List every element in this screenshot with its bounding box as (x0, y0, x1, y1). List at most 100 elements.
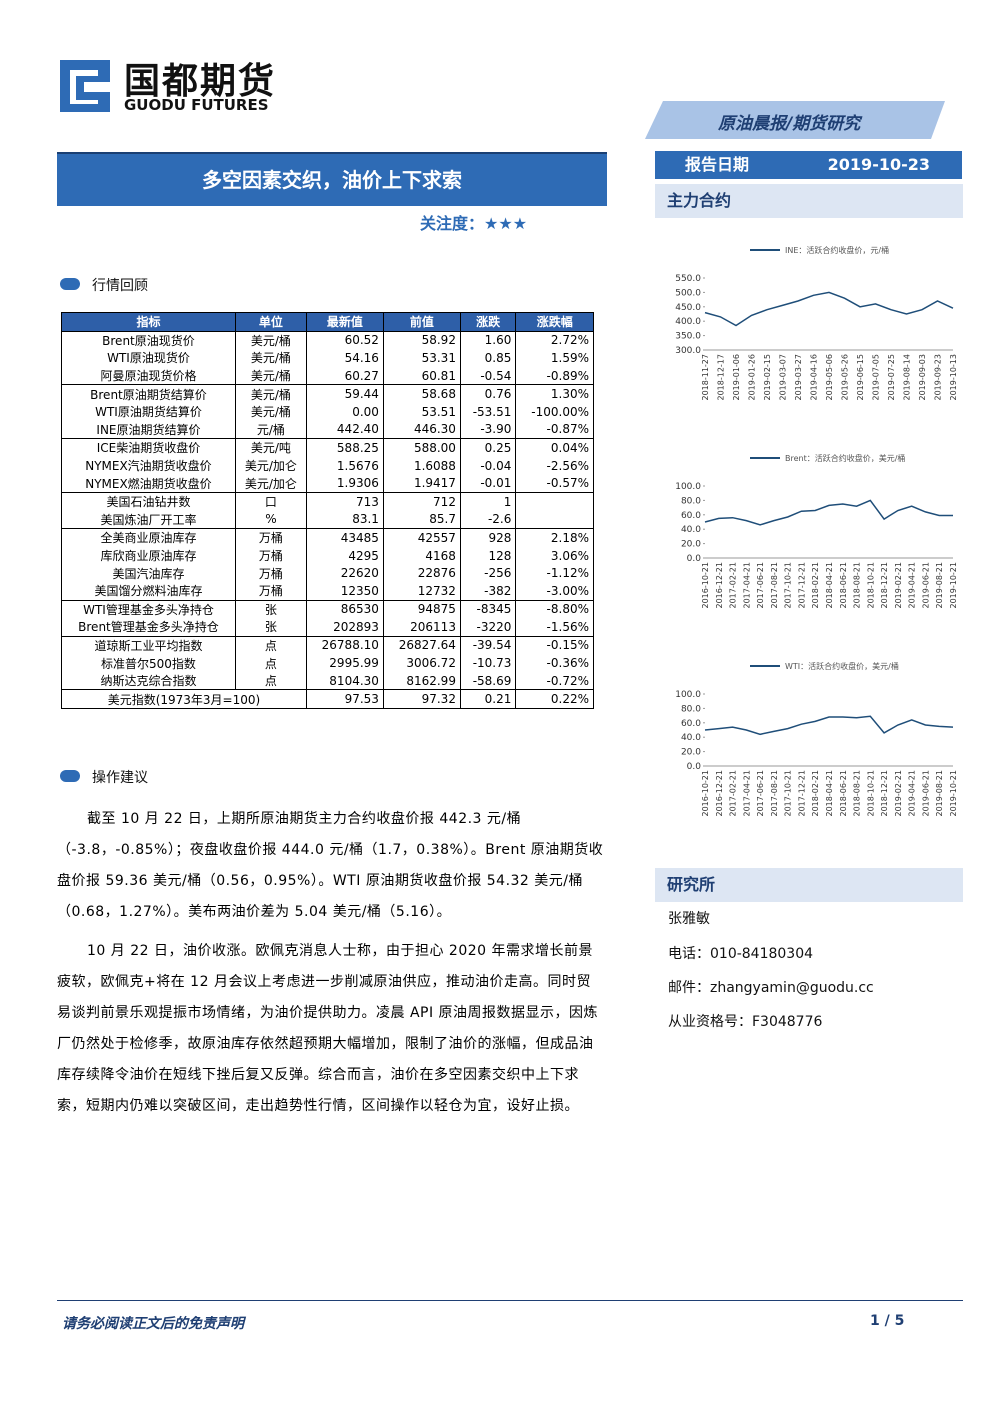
y-tick-label: 80.0 (681, 704, 701, 714)
table-cell: Brent管理基金多头净持仓 (61, 618, 236, 637)
tag: 原油晨报/期货研究 (718, 114, 861, 134)
title: 多空因素交织，油价上下求索 (57, 152, 607, 206)
table-cell: -39.54 (459, 635, 517, 655)
x-tick-label: 2019-02-21 (894, 562, 903, 609)
table-cell: 2.18% (515, 528, 594, 547)
attention: 关注度：★★★ (420, 214, 528, 233)
x-tick-label: 2019-06-21 (921, 562, 930, 609)
section-icon (60, 770, 80, 782)
table-row: 美国石油钻井数口 713 712 1 (61, 491, 594, 511)
table-cell: 1.9306 (305, 474, 384, 493)
x-tick-label: 2019-08-21 (935, 770, 944, 817)
table-cell: 60.27 (305, 366, 384, 385)
table-cell: 97.53 (305, 689, 384, 710)
table-cell: 26788.10 (305, 635, 384, 655)
y-tick-label: 550.0 (675, 274, 701, 284)
table-cell: 1.59% (515, 349, 594, 367)
x-tick-label: 2018-04-21 (825, 770, 834, 817)
analyst: 张雅敏 (668, 911, 710, 927)
table-cell: 库欣商业原油库存 (61, 546, 236, 565)
table-cell: -3.00% (515, 581, 594, 600)
y-tick-label: 400.0 (675, 317, 701, 327)
table-cell: 1.60 (459, 330, 517, 350)
table-cell: 12350 (305, 581, 384, 600)
table-cell: 美元/桶 (234, 349, 307, 367)
table-cell: WTI管理基金多头净持仓 (61, 599, 236, 619)
table-cell (515, 491, 594, 511)
table-cell: 万桶 (234, 546, 307, 565)
table-cell: 43485 (305, 528, 384, 547)
x-tick-label: 2018-06-21 (839, 562, 848, 609)
footer-rule (57, 1300, 963, 1301)
table-cell: 0.21 (459, 689, 517, 710)
x-tick-label: 2016-12-21 (715, 562, 724, 609)
table-row: Brent原油期货结算价 美元/桶 59.44 58.68 0.76 1.30% (61, 384, 594, 403)
column-header: 最新值 (305, 312, 384, 332)
table-cell: 美国馏分燃料油库存 (61, 581, 236, 600)
license: 从业资格号：F3048776 (668, 1014, 823, 1030)
tag-bg (645, 101, 945, 139)
x-tick-label: 2017-10-21 (784, 770, 793, 817)
disclaimer: 请务必阅读正文后的免责声明 (62, 1316, 244, 1332)
x-tick-label: 2017-06-21 (756, 562, 765, 609)
y-tick-label: 20.0 (681, 748, 701, 758)
x-tick-label: 2018-12-17 (717, 354, 726, 401)
section-icon (60, 278, 80, 290)
table-cell: 202893 (305, 618, 384, 637)
x-tick-label: 2018-08-21 (853, 562, 862, 609)
table-cell: 4295 (305, 546, 384, 565)
table-cell: NYMEX燃油期货收盘价 (61, 474, 236, 493)
table-cell: 口 (234, 491, 307, 511)
x-tick-label: 2019-07-05 (872, 354, 881, 401)
y-tick-label: 0.0 (687, 762, 702, 772)
table-cell: 0.85 (459, 349, 517, 367)
y-tick-label: 0.0 (687, 554, 702, 564)
table-row: 全美商业原油库存 万桶 43485 42557 928 2.18% (61, 528, 594, 547)
x-tick-label: 2019-10-21 (949, 562, 958, 609)
table-cell: 美国炼油厂开工率 (61, 510, 236, 529)
x-tick-label: 2019-07-25 (887, 354, 896, 401)
x-tick-label: 2016-10-21 (701, 562, 710, 609)
data-line (704, 291, 954, 327)
legend-label: Brent：活跃合约收盘价，美元/桶 (785, 453, 905, 463)
x-tick-label: 2018-04-21 (825, 562, 834, 609)
table-cell: -2.56% (515, 456, 594, 475)
x-tick-label: 2019-09-23 (934, 354, 943, 401)
table-cell: 86530 (305, 599, 384, 619)
table-cell: 97.32 (382, 689, 461, 710)
x-tick-label: 2018-02-21 (811, 562, 820, 609)
logo-mark (60, 60, 110, 112)
x-tick-label: 2017-02-21 (729, 562, 738, 609)
page-number: 1 / 5 (870, 1313, 905, 1329)
table-cell: 美国石油钻井数 (61, 491, 236, 511)
table-cell: 0.22% (515, 689, 594, 710)
section-title: 操作建议 (92, 770, 148, 786)
table-cell: 58.68 (382, 384, 461, 403)
table-row: 美国炼油厂开工率% 83.1 85.7 -2.6 (61, 510, 594, 529)
table-cell: 54.16 (305, 349, 384, 367)
x-tick-label: 2019-05-06 (825, 354, 834, 401)
table-row: INE原油期货结算价 元/桶 442.40 446.30 -3.90 -0.87% (61, 420, 594, 439)
x-tick-label: 2018-11-27 (701, 354, 710, 401)
chart: Brent：活跃合约收盘价，美元/桶 0.0 20.0 40.0 60.0 80.0 100… (675, 453, 958, 609)
table-cell: -0.72% (515, 671, 594, 690)
table-cell: 美元/桶 (234, 330, 307, 350)
table-cell: 元/桶 (234, 420, 307, 439)
table-cell: 83.1 (305, 510, 384, 529)
table-row: WTI原油现货价 美元/桶 54.16 53.31 0.85 1.59% (61, 349, 594, 367)
table-row: WTI管理基金多头净持仓张 86530 94875 -8345 -8.80% (61, 599, 594, 619)
x-tick-label: 2019-01-06 (732, 354, 741, 401)
logo-cn: 国都期货 (124, 61, 277, 102)
report-date-value: 2019-10-23 (827, 155, 930, 174)
x-tick-label: 2018-08-21 (853, 770, 862, 817)
table-cell: 美元指数(1973年3月=100) (61, 689, 307, 710)
table-row: 纳斯达克综合指数点 8104.30 8162.99 -58.69 -0.72% (61, 671, 594, 690)
data-line (704, 499, 953, 526)
table-cell: WTI原油现货价 (61, 349, 236, 367)
table-cell: 94875 (382, 599, 461, 619)
table-row: 美国汽油库存 万桶 22620 22876 -256 -1.12% (61, 564, 594, 582)
section-title: 行情回顾 (92, 278, 148, 294)
x-tick-label: 2019-10-21 (949, 770, 958, 817)
table-row: NYMEX汽油期货收盘价 美元/加仑 1.5676 1.6088 -0.04 -2.56% (61, 456, 594, 475)
y-tick-label: 450.0 (675, 303, 701, 313)
